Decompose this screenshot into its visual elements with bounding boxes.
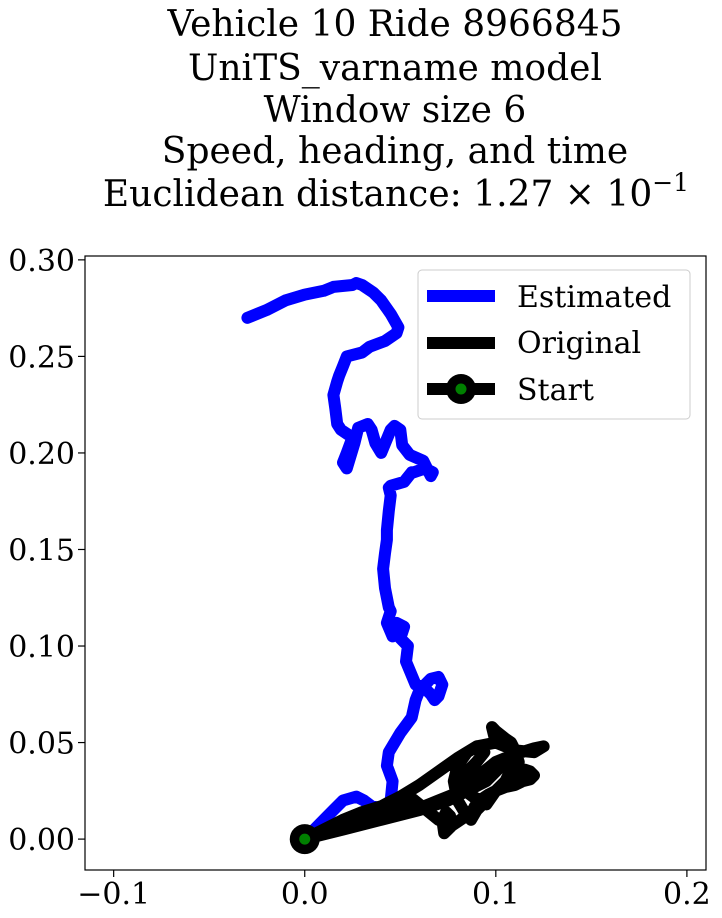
y-tick-label: 0.05 — [8, 727, 75, 762]
y-tick-label: 0.20 — [8, 437, 75, 472]
y-axis-ticks: 0.00 0.05 0.10 0.15 0.20 0.25 0.30 — [8, 244, 85, 858]
x-tick-label: 0.0 — [281, 877, 329, 912]
y-tick-label: 0.25 — [8, 340, 75, 375]
series-line-estimated — [241, 277, 449, 846]
x-axis-ticks: −0.1 0.0 0.1 0.2 — [77, 870, 711, 912]
title-line-3: Window size 6 — [264, 90, 527, 131]
chart-title: Vehicle 10 Ride 8966845 UniTS_varname mo… — [103, 4, 689, 215]
x-tick-label: −0.1 — [77, 877, 150, 912]
plot-frame — [84, 255, 707, 871]
title-line-4: Speed, heading, and time — [162, 131, 628, 172]
series-line-original — [298, 721, 550, 846]
metric-times: × — [553, 174, 606, 215]
y-tick-label: 0.15 — [8, 533, 75, 568]
legend-swatch-start-inner — [455, 383, 467, 395]
legend-box — [417, 269, 691, 420]
metric-base: 10 — [606, 174, 652, 215]
y-tick-label: 0.10 — [8, 630, 75, 665]
metric-exponent: −1 — [652, 168, 689, 197]
title-line-5: Euclidean distance: 1.27 × 10−1 — [103, 168, 689, 215]
title-line-1: Vehicle 10 Ride 8966845 — [166, 4, 622, 45]
x-tick-label: 0.1 — [472, 877, 520, 912]
title-line-2: UniTS_varname model — [188, 48, 602, 89]
metric-label: Euclidean distance: 1.27 — [103, 174, 553, 215]
legend-label-original: Original — [517, 326, 641, 361]
legend-label-start: Start — [517, 373, 594, 408]
legend-label-estimated: Estimated — [517, 280, 671, 315]
series-layer — [241, 277, 550, 855]
y-tick-label: 0.30 — [8, 244, 75, 279]
y-tick-label: 0.00 — [8, 823, 75, 858]
x-tick-label: 0.2 — [663, 877, 711, 912]
start-marker-inner — [299, 833, 311, 845]
legend: Estimated Original Start — [417, 269, 691, 420]
